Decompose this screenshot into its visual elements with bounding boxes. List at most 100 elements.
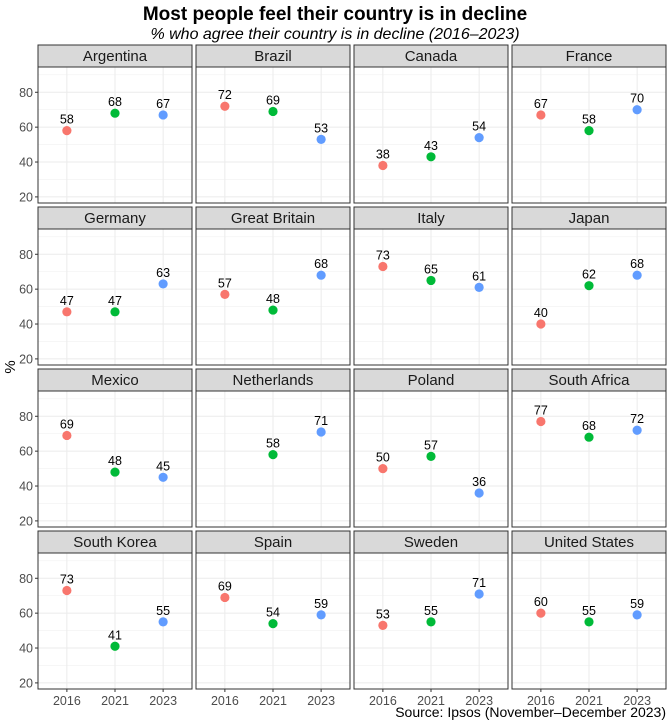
facet-strip-label: Great Britain [231,210,315,227]
data-label: 47 [60,294,74,308]
data-point [110,307,120,317]
data-label: 55 [582,604,596,618]
facet-strip-label: Brazil [254,48,292,65]
data-point [378,261,388,272]
x-tick-label: 2021 [417,694,445,708]
data-point [584,281,594,291]
facet-strip-label: Germany [84,210,146,227]
data-label: 69 [60,417,74,431]
data-label: 68 [108,95,122,109]
data-label: 67 [534,97,548,111]
facet-panel: Italy 73 65 61 [353,206,509,366]
panel-border [511,228,667,366]
data-point [110,467,120,477]
data-label: 60 [534,595,548,609]
data-label: 58 [266,437,280,451]
facet-strip-label: South Africa [549,372,631,389]
facet-strip-label: Japan [569,210,610,227]
data-point [584,617,594,627]
data-point [474,488,484,498]
data-label: 62 [582,268,596,282]
data-point [426,617,436,627]
facet-panel: Poland 50 57 36 [353,368,509,528]
facet-strip-label: Spain [254,534,292,551]
data-point [158,472,168,482]
data-label: 67 [156,97,170,111]
data-point [474,589,484,599]
data-point [158,617,168,627]
data-label: 73 [60,572,74,586]
data-point [220,101,230,111]
data-point [378,160,388,171]
y-tick-label: 20 [19,676,33,690]
data-label: 54 [472,120,486,134]
data-point [220,592,230,603]
panel-border [353,228,509,366]
data-label: 68 [630,257,644,271]
data-label: 73 [376,248,390,262]
data-label: 59 [314,597,328,611]
facet-panel: Sweden 53 55 71 2016 2021 2023 [353,530,509,708]
data-point [62,126,72,136]
facet-panel: Argentina 58 68 67 20 40 60 80 [19,44,193,204]
facet-strip-label: Canada [405,48,458,65]
data-point [62,585,72,596]
panel-border [195,66,351,204]
facet-strip-label: United States [544,534,634,551]
data-label: 47 [108,294,122,308]
data-label: 53 [314,121,328,135]
facet-panel: Japan 40 62 68 [511,206,667,366]
facet-panel: Brazil 72 69 53 [195,44,351,204]
data-point [426,275,436,286]
y-tick-label: 80 [19,86,33,100]
panel-border [511,66,667,204]
facet-panel: South Africa 77 68 72 [511,368,667,528]
data-point [426,152,436,162]
y-tick-label: 20 [19,352,33,366]
data-point [268,450,278,460]
facet-strip-label: Italy [417,210,445,227]
data-label: 43 [424,139,438,153]
y-tick-label: 60 [19,607,33,621]
facet-panel: Great Britain 57 48 68 [195,206,351,366]
facet-panel: United States 60 55 59 2016 2021 2023 [511,530,667,708]
y-tick-label: 20 [19,190,33,204]
facet-panel: South Korea 73 41 55 20 40 60 80 2016 2021 2023 [19,530,193,708]
facet-panel: Canada 38 43 54 [353,44,509,204]
chart-title: Most people feel their country is in dec… [143,4,527,25]
data-point [158,279,168,289]
facet-strip-label: Netherlands [233,372,314,389]
data-label: 38 [376,148,390,162]
data-label: 40 [534,306,548,320]
y-tick-label: 40 [19,480,33,494]
panel-border [37,390,193,528]
facet-strip-label: Sweden [404,534,458,551]
y-tick-label: 40 [19,156,33,170]
data-point [110,641,120,651]
data-point [536,110,546,120]
data-point [632,270,642,280]
facet-strip-label: Poland [408,372,455,389]
facet-strip-label: Argentina [83,48,148,65]
x-tick-label: 2023 [307,694,335,708]
data-label: 36 [472,475,486,489]
data-point [474,282,484,293]
y-tick-label: 60 [19,121,33,135]
panel-border [353,66,509,204]
x-tick-label: 2023 [623,694,651,708]
facet-panel: Netherlands 58 71 [195,368,351,528]
x-tick-label: 2016 [53,694,81,708]
y-tick-label: 40 [19,642,33,656]
data-point [632,105,642,115]
data-point [426,451,436,461]
facet-panel: Mexico 69 48 45 20 40 60 80 [19,368,193,528]
data-point [62,430,72,441]
data-point [632,610,642,620]
x-tick-label: 2016 [211,694,239,708]
data-point [536,416,546,427]
y-tick-label: 60 [19,283,33,297]
data-label: 70 [630,92,644,106]
panel-border [37,228,193,366]
panel-border [195,228,351,366]
data-point [474,133,484,143]
